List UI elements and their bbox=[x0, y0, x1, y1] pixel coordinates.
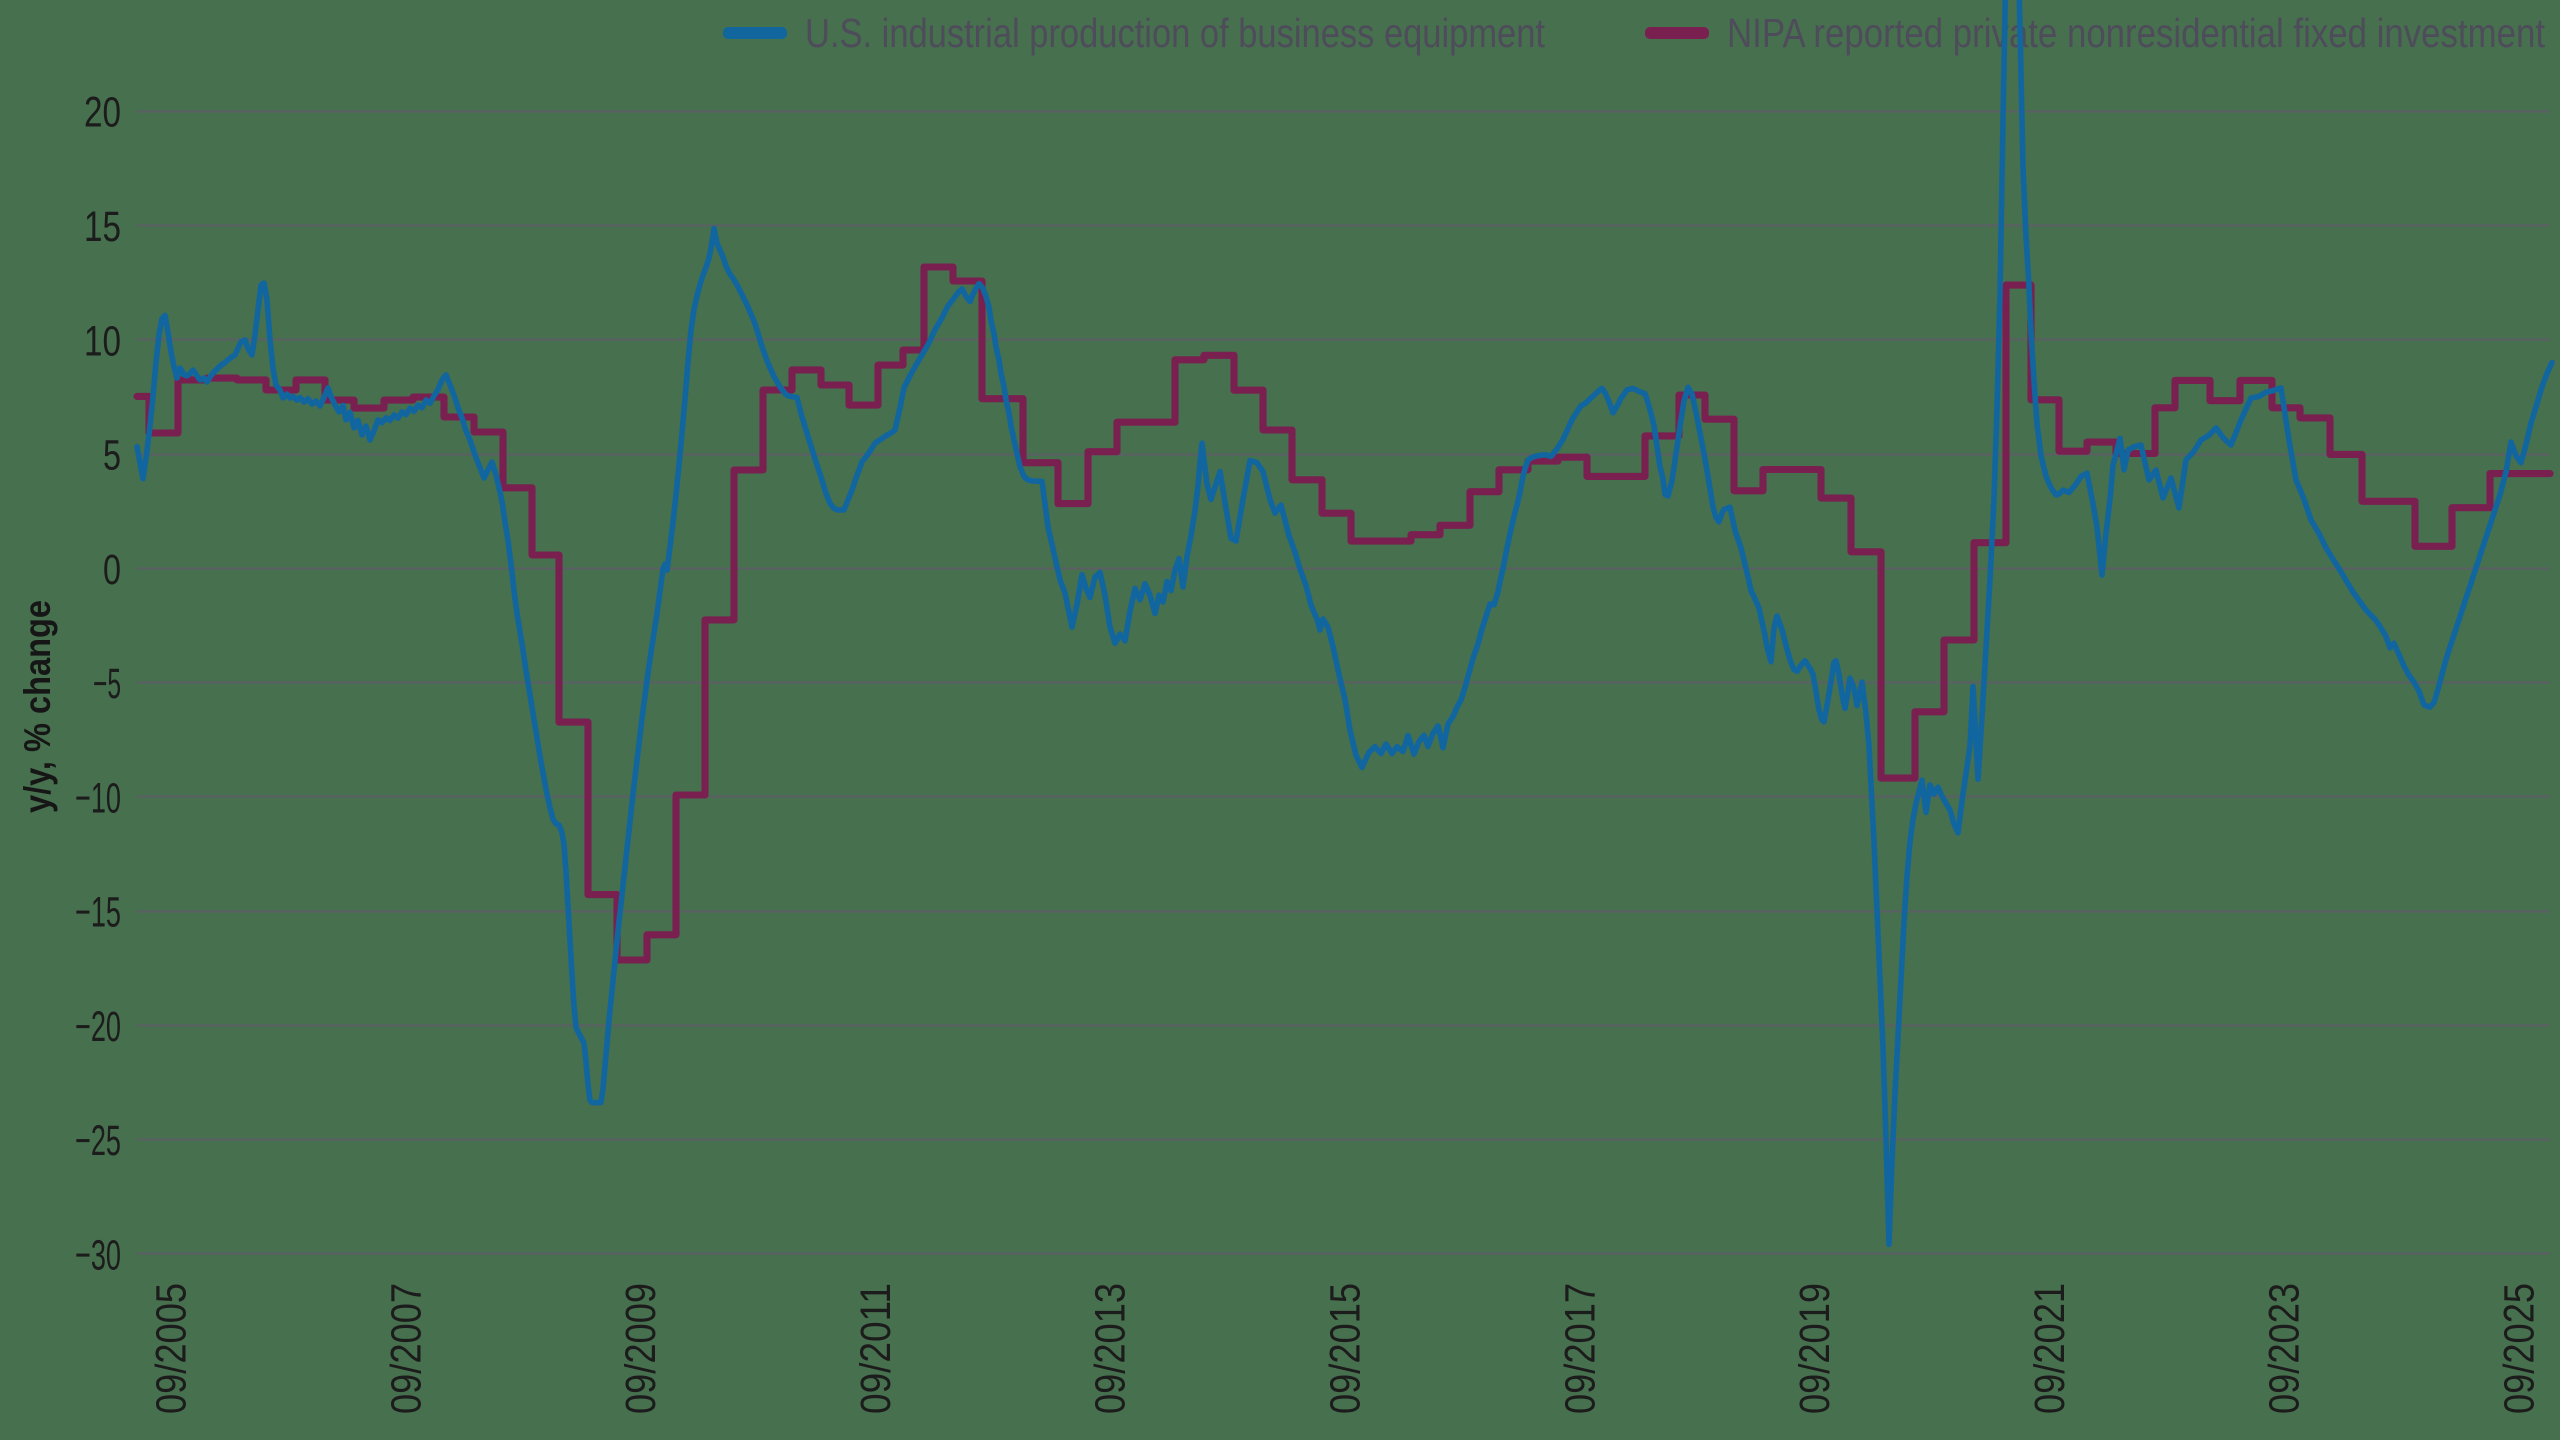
svg-text:20: 20 bbox=[84, 89, 121, 137]
svg-text:09/2015: 09/2015 bbox=[1322, 1283, 1370, 1414]
svg-text:09/2025: 09/2025 bbox=[2496, 1283, 2544, 1414]
svg-text:09/2011: 09/2011 bbox=[852, 1283, 900, 1414]
svg-text:0: 0 bbox=[103, 546, 121, 594]
svg-text:−30: −30 bbox=[75, 1231, 121, 1279]
svg-text:−10: −10 bbox=[75, 774, 121, 822]
svg-text:15: 15 bbox=[84, 203, 121, 251]
svg-text:09/2019: 09/2019 bbox=[1791, 1283, 1839, 1414]
svg-text:09/2009: 09/2009 bbox=[617, 1283, 665, 1414]
svg-text:y/y, % change: y/y, % change bbox=[17, 600, 58, 813]
svg-text:09/2023: 09/2023 bbox=[2261, 1283, 2309, 1414]
svg-text:−25: −25 bbox=[75, 1117, 121, 1165]
svg-text:09/2021: 09/2021 bbox=[2026, 1283, 2074, 1414]
svg-text:09/2017: 09/2017 bbox=[1556, 1283, 1604, 1414]
svg-text:−15: −15 bbox=[75, 889, 121, 937]
svg-text:5: 5 bbox=[103, 432, 121, 480]
svg-text:NIPA reported private nonresid: NIPA reported private nonresidential fix… bbox=[1727, 10, 2546, 56]
svg-text:09/2013: 09/2013 bbox=[1087, 1283, 1135, 1414]
svg-text:10: 10 bbox=[84, 317, 121, 365]
svg-text:U.S. industrial production of: U.S. industrial production of business e… bbox=[805, 10, 1546, 56]
svg-text:−20: −20 bbox=[75, 1003, 121, 1051]
svg-text:−5: −5 bbox=[93, 660, 121, 708]
svg-text:09/2005: 09/2005 bbox=[148, 1283, 196, 1414]
svg-text:09/2007: 09/2007 bbox=[382, 1283, 430, 1414]
